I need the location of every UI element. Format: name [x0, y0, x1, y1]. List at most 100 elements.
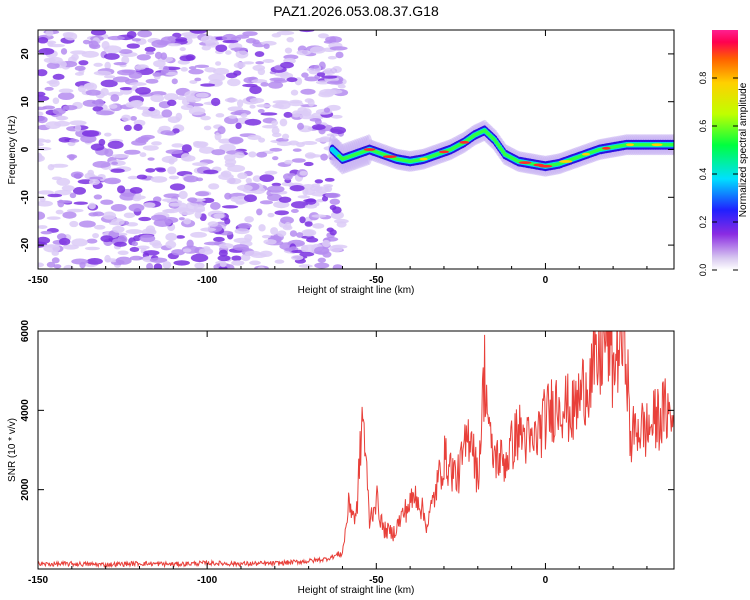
spectrogram-noise-blob	[171, 143, 184, 148]
spectrogram-noise-blob	[272, 100, 290, 104]
spectrogram-noise-blob	[54, 120, 70, 127]
spectrogram-noise-blob	[226, 178, 242, 185]
spectrogram-noise-blob	[271, 182, 282, 187]
spectrogram-noise-blob	[225, 72, 238, 79]
spectrogram-noise-blob	[245, 177, 252, 184]
spectrogram-noise-blob	[237, 222, 252, 229]
spectrogram-noise-blob	[200, 35, 216, 44]
spectrogram-noise-blob	[190, 253, 209, 263]
spectrogram-noise-blob	[180, 67, 188, 72]
spectrogram-noise-blob	[113, 241, 127, 247]
spectrogram-noise-blob	[101, 41, 110, 50]
spectrogram-noise-blob	[173, 260, 190, 266]
spectrogram-noise-blob	[325, 192, 341, 199]
colorbar-tick-label: 0.4	[698, 168, 708, 181]
snr-frame	[37, 330, 675, 570]
spectrogram-noise-blob	[149, 257, 168, 263]
spectrogram-noise-blob	[263, 239, 277, 245]
spectrogram-noise-blob	[187, 197, 198, 203]
spectrogram-noise-blob	[284, 222, 292, 229]
spectrogram-noise-blob	[143, 250, 160, 256]
spectrogram-noise-blob	[296, 232, 304, 238]
spectrogram-noise-blob	[261, 234, 271, 239]
spectrogram-noise-blob	[200, 83, 216, 87]
snr-xtick-label: -50	[369, 575, 384, 586]
ridge-core	[499, 147, 504, 152]
spectrogram-xtick-label: -100	[197, 275, 217, 286]
spectrogram-noise-blob	[162, 261, 172, 269]
spectrogram-noise-blob	[207, 221, 219, 227]
spectrogram-ytick-label: 20	[20, 48, 31, 60]
spectrogram-noise-blob	[269, 147, 283, 152]
spectrogram-noise-blob	[276, 141, 292, 147]
ridge-hotspot	[382, 155, 397, 159]
spectrogram-noise-blob	[244, 118, 262, 126]
ridge-hotspot	[625, 143, 635, 147]
spectrogram-noise-blob	[217, 255, 231, 262]
spectrogram-noise-blob	[111, 161, 119, 166]
spectrogram-noise-blob	[323, 68, 336, 76]
spectrogram-noise-blob	[309, 46, 326, 54]
spectrogram-ytick-label: 10	[20, 96, 31, 108]
spectrogram-noise-blob	[64, 32, 78, 41]
spectrogram-noise-blob	[196, 141, 209, 148]
ridge-hotspot	[559, 160, 573, 163]
snr-line	[38, 331, 674, 569]
spectrogram-noise-blob	[48, 56, 63, 64]
spectrogram-noise-blob	[289, 230, 298, 237]
spectrogram-ytick-label: 0	[20, 146, 31, 152]
spectrogram-noise-blob	[95, 98, 105, 107]
spectrogram-noise-blob	[332, 264, 343, 269]
spectrogram-noise-blob	[182, 248, 192, 253]
spectrogram-noise-blob	[137, 136, 151, 141]
spectrogram-noise-blob	[198, 146, 215, 154]
spectrogram-noise-blob	[244, 234, 253, 242]
spectrogram-noise-blob	[119, 87, 133, 91]
spectrogram-noise-blob	[180, 104, 194, 111]
spectrogram-noise-blob	[324, 177, 335, 182]
spectrogram-noise-blob	[195, 92, 209, 98]
spectrogram-noise-blob	[150, 176, 168, 183]
spectrogram-noise-blob	[284, 159, 294, 165]
spectrogram-noise-blob	[301, 140, 318, 146]
spectrogram-noise-blob	[150, 91, 167, 96]
spectrogram-noise-blob	[56, 200, 73, 204]
spectrogram-noise-blob	[230, 111, 245, 116]
spectrogram-noise-blob	[61, 185, 75, 192]
spectrogram-ytick-label: -20	[20, 237, 31, 252]
spectrogram-noise-blob	[176, 95, 186, 101]
spectrogram-noise-blob	[329, 198, 341, 205]
spectrogram-noise-blob	[303, 229, 315, 237]
spectrogram-noise-blob	[263, 43, 270, 49]
spectrogram-noise-blob	[121, 114, 132, 122]
spectrogram-noise-blob	[242, 83, 258, 88]
spectrogram-noise-blob	[43, 244, 59, 248]
spectrogram-noise-blob	[111, 153, 130, 158]
spectrogram-noise-blob	[240, 254, 251, 262]
spectrogram-noise-blob	[38, 153, 43, 162]
spectrogram-noise-blob	[179, 55, 194, 62]
snr-xtick-label: -150	[28, 575, 48, 586]
spectrogram-noise-blob	[58, 237, 71, 246]
spectrogram-noise-blob	[305, 198, 317, 205]
spectrogram-noise-blob	[224, 158, 237, 166]
spectrogram-noise-blob	[145, 168, 156, 173]
spectrogram-noise-blob	[256, 151, 268, 158]
spectrogram-noise-blob	[233, 62, 246, 69]
spectrogram-noise-blob	[259, 250, 273, 257]
spectrogram-noise-blob	[326, 104, 341, 111]
spectrogram-noise-blob	[327, 55, 337, 60]
spectrogram-noise-blob	[232, 244, 249, 251]
spectrogram-noise-blob	[291, 255, 304, 261]
spectrogram-noise-blob	[38, 138, 47, 143]
spectrogram-noise-blob	[68, 154, 75, 161]
spectrogram-noise-blob	[146, 262, 154, 269]
spectrogram-noise-blob	[169, 183, 186, 191]
spectrogram-noise-blob	[71, 258, 89, 265]
spectrogram-noise-blob	[70, 171, 84, 179]
spectrogram-noise-blob	[151, 39, 168, 48]
spectrogram-noise-blob	[183, 218, 192, 225]
spectrogram-noise-blob	[194, 210, 202, 219]
